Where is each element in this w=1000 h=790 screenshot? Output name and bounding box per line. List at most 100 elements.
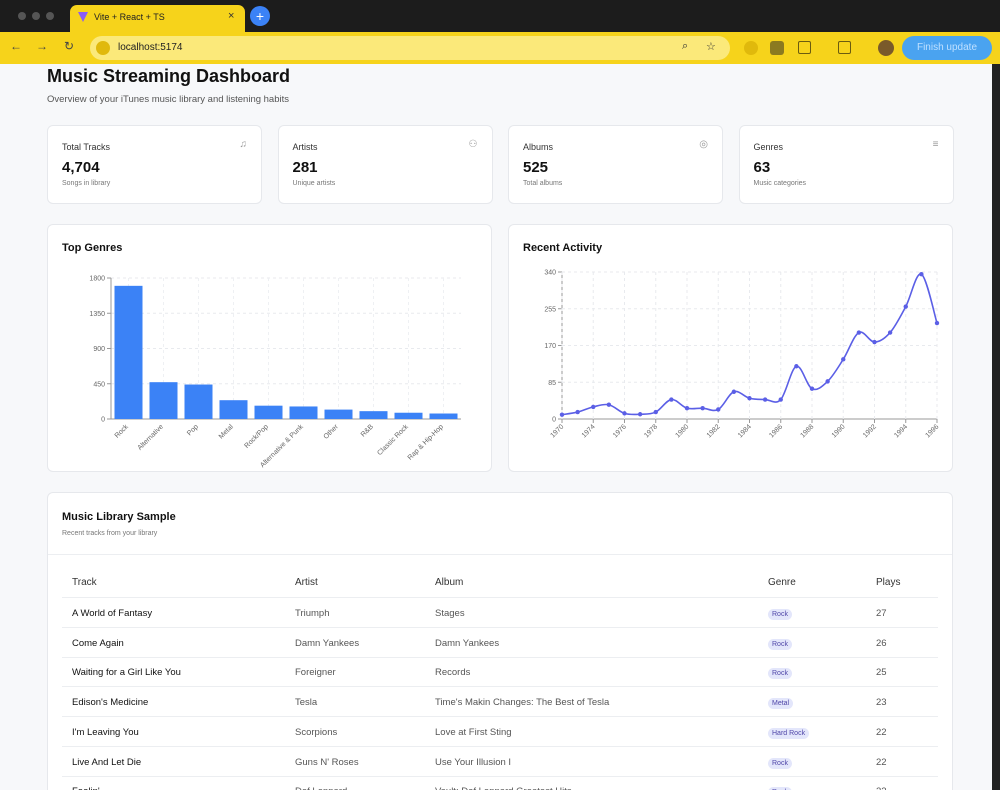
stat-sub: Music categories <box>753 180 807 187</box>
x-tick-label: 1970 <box>549 423 565 439</box>
genre-badge: Hard Rock <box>768 727 810 739</box>
url: localhost:5174 <box>118 42 183 53</box>
data-point <box>778 397 783 402</box>
chart-card: Recent Activity 0 85 170 255 340 1970 1974 1976 1… <box>508 224 953 472</box>
y-tick-label: 1800 <box>89 276 105 283</box>
table-cell: Come Again <box>72 637 124 649</box>
bar <box>289 406 318 419</box>
data-point <box>794 364 799 369</box>
bar <box>114 285 143 419</box>
data-point <box>841 357 846 362</box>
table-cell: 22 <box>876 726 887 738</box>
data-point <box>716 407 721 412</box>
data-point <box>872 339 877 345</box>
x-tick-label: 1986 <box>768 423 784 439</box>
x-tick-label: Other <box>323 423 341 441</box>
extension-icon[interactable] <box>770 41 784 55</box>
table-cell: Scorpions <box>295 726 338 738</box>
stat-card: Albums ◎ 525 Total albums <box>508 125 723 204</box>
table-cell: Foolin' <box>72 786 100 790</box>
stat-icon: ⚇ <box>468 139 478 150</box>
x-tick-label: R&B <box>360 423 375 438</box>
data-point <box>637 412 643 417</box>
x-tick-label: 1978 <box>643 423 659 439</box>
table-cell: 23 <box>876 697 887 709</box>
extension-icon[interactable] <box>744 41 758 55</box>
window-dot[interactable] <box>18 12 26 20</box>
chart: 0 85 170 255 340 1970 1974 1976 1978 1980 1982 1984… <box>544 270 940 440</box>
sidebar-icon[interactable] <box>838 41 851 54</box>
bar <box>254 405 283 419</box>
active-tab[interactable]: Vite + React + TS × <box>70 5 245 32</box>
window-dot[interactable] <box>46 12 54 20</box>
stat-value: 63 <box>753 159 771 176</box>
table-cell: 26 <box>876 637 887 649</box>
x-tick-label: 1974 <box>581 423 597 439</box>
y-tick-label: 255 <box>544 306 556 313</box>
table-cell: 22 <box>876 786 887 790</box>
stat-value: 4,704 <box>62 159 100 176</box>
table-cell: Guns N' Roses <box>295 756 359 768</box>
new-tab[interactable]: + <box>250 6 270 26</box>
extension-icon[interactable] <box>798 41 811 54</box>
forward-button[interactable]: → <box>36 39 48 53</box>
table-cell: Time's Makin Changes: The Best of Tesla <box>435 697 610 709</box>
bar <box>394 412 423 419</box>
row-line <box>62 656 938 658</box>
bar <box>219 400 248 419</box>
table-cell: Love at First Sting <box>435 726 512 738</box>
x-tick-label: 1992 <box>862 423 878 439</box>
site-info[interactable] <box>96 41 110 55</box>
table-cell: Tesla <box>295 697 318 709</box>
zoom-icon[interactable]: ⌕ <box>682 40 689 52</box>
tab-close[interactable]: × <box>228 10 235 22</box>
data-point <box>809 386 815 391</box>
tab-bar: Vite + React + TS × + <box>0 0 1000 32</box>
data-point <box>762 397 768 402</box>
column-header: Artist <box>295 577 318 588</box>
table-cell: Damn Yankees <box>295 637 360 649</box>
stat-label: Artists <box>292 142 318 152</box>
data-point <box>903 304 908 309</box>
tab-icon <box>78 12 88 22</box>
row-line <box>62 775 938 777</box>
bookmark-icon[interactable]: ☆ <box>706 41 716 53</box>
bar <box>149 382 178 419</box>
bar <box>429 413 458 419</box>
stat-card: Genres ≡ 63 Music categories <box>738 125 954 204</box>
data-point <box>919 271 924 277</box>
stat-label: Albums <box>523 142 554 152</box>
table-cell: Damn Yankees <box>435 637 500 649</box>
table-cell: Triumph <box>295 608 330 619</box>
update-button[interactable]: Finish update <box>902 36 992 60</box>
x-tick-label: 1990 <box>831 423 847 439</box>
column-header: Genre <box>768 577 796 588</box>
bar <box>359 411 388 419</box>
row-line <box>62 686 938 688</box>
y-tick-label: 1350 <box>89 311 105 318</box>
page-title: Music Streaming Dashboard <box>47 66 291 86</box>
data-point <box>856 330 862 335</box>
page-subtitle: Overview of your iTunes music library an… <box>47 94 289 105</box>
stat-icon: ◎ <box>699 139 708 150</box>
genre-badge: Rock <box>768 668 792 680</box>
table-cell: Waiting for a Girl Like You <box>72 667 181 679</box>
data-point <box>700 405 705 411</box>
back-button[interactable]: ← <box>10 39 22 53</box>
x-tick-label: 1984 <box>737 423 753 439</box>
table-cell: Vault: Def Leppard Greatest Hits <box>435 786 572 790</box>
bar <box>324 409 353 419</box>
table-cell: Edison's Medicine <box>72 697 149 709</box>
divider <box>48 554 952 555</box>
stat-card: Total Tracks ♫ 4,704 Songs in library <box>47 125 262 204</box>
address-bar[interactable]: localhost:5174 ⌕ ☆ <box>90 36 730 60</box>
window-dot[interactable] <box>32 12 40 20</box>
table-cell: 25 <box>876 667 887 679</box>
table-card: Music Library Sample Recent tracks from y… <box>47 492 953 790</box>
reload-button[interactable]: ↻ <box>64 39 75 53</box>
x-tick-label: Alternative <box>137 423 165 451</box>
profile-avatar[interactable] <box>878 40 894 56</box>
column-header: Plays <box>876 577 901 588</box>
y-tick-label: 170 <box>544 343 556 350</box>
table-title: Music Library Sample <box>62 511 176 523</box>
